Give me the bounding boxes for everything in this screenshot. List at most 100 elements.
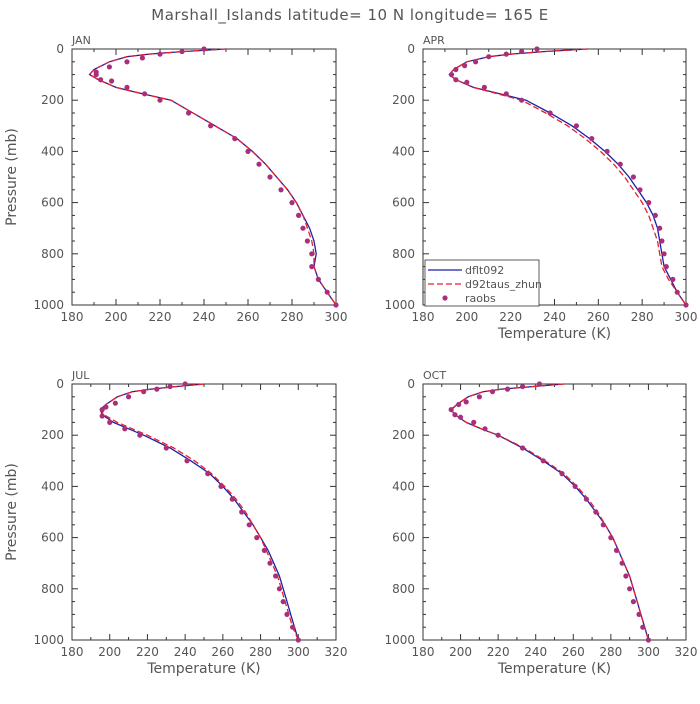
panel-label-jan: JAN [71,34,91,47]
raobs-point-oct [495,432,501,438]
x-axis-label: Temperature (K) [146,661,260,677]
raobs-point-apr [630,174,637,180]
raobs-point-jul [273,573,279,579]
raobs-point-apr [573,123,580,129]
x-tick-label: 220 [499,310,522,324]
raobs-point-jul [141,389,147,395]
raobs-point-oct [623,573,629,579]
raobs-point-jan [232,136,238,142]
raobs-point-jan [278,187,284,193]
raobs-point-apr [547,110,553,116]
panel-label-jul: JUL [71,369,90,382]
raobs-point-apr [657,225,663,231]
y-tick-label: 400 [41,479,64,493]
x-tick-label: 180 [412,310,435,324]
raobs-point-jan [309,264,315,270]
raobs-point-oct [504,386,511,392]
raobs-point-jul [246,522,252,528]
raobs-point-jul [112,400,118,406]
y-tick-label: 200 [392,428,415,442]
y-axis-label: Pressure (mb) [4,463,20,561]
raobs-point-jul [284,611,290,618]
x-tick-label: 240 [174,645,197,659]
panel-apr: APR 180 200 220 240 260 280 300 0 200 400 600 800 100… [384,34,697,342]
raobs-point-apr [462,63,468,69]
raobs-point-jan [309,251,315,257]
raobs-point-oct [630,599,637,605]
raobs-point-apr [604,148,610,154]
raobs-point-oct [619,560,625,566]
raobs-point-jul [295,637,301,643]
raobs-point-oct [540,458,546,464]
raobs-point-jan [157,97,163,103]
raobs-point-apr [663,264,669,270]
raobs-point-oct [613,547,620,554]
raobs-point-jan [300,225,306,231]
raobs-point-jan [124,84,130,90]
y-tick-label: 0 [407,42,415,56]
raobs-point-jul [137,432,143,438]
y-tick-label: 800 [41,582,64,596]
raobs-point-jan [98,77,104,83]
x-tick-label: 260 [211,645,234,659]
y-tick-label: 0 [56,42,64,56]
raobs-point-apr [448,72,455,78]
raobs-point-jul [254,535,260,541]
raobs-point-apr [617,161,623,167]
raobs-point-oct [489,389,496,395]
y-tick-label: 200 [41,93,64,107]
d92taus_zhun-line-jan [88,48,337,306]
raobs-point-oct [448,407,454,413]
raobs-point-apr [473,59,479,65]
raobs-point-jul [239,509,245,515]
x-tick-label: 260 [562,645,585,659]
x-tick-label: 320 [325,645,348,659]
legend-label-raobs: raobs [465,292,496,305]
x-tick-label: 220 [149,310,172,324]
raobs-point-apr [659,238,665,244]
x-tick-label: 300 [675,310,698,324]
x-tick-label: 180 [61,645,84,659]
raobs-point-apr [453,77,459,83]
raobs-point-jan [179,48,185,55]
raobs-point-jan [324,289,330,295]
x-tick-label: 180 [412,645,435,659]
raobs-point-jan [296,212,302,218]
raobs-point-oct [471,419,477,425]
raobs-point-apr [519,48,525,55]
raobs-point-apr [519,97,525,103]
panel-label-oct: OCT [423,369,446,382]
y-tick-label: 400 [392,144,415,158]
raobs-point-oct [600,522,606,528]
x-tick-label: 300 [287,645,310,659]
raobs-point-apr [481,84,487,90]
raobs-point-jul [103,404,109,410]
raobs-point-oct [640,624,646,630]
legend-label-d92taus_zhun: d92taus_zhun [465,278,542,291]
raobs-point-jan [124,59,130,65]
y-tick-label: 200 [41,428,64,442]
raobs-point-oct [636,611,642,618]
raobs-point-jan [142,91,148,97]
raobs-point-jul [167,383,173,390]
x-axis-label: Temperature (K) [497,326,611,342]
raobs-point-oct [559,471,565,477]
d92taus_zhun-line-oct [450,383,650,641]
y-tick-label: 0 [407,377,415,391]
raobs-point-jul [280,599,286,605]
raobs-point-jul [163,445,169,451]
raobs-point-jul [218,483,224,489]
raobs-point-oct [572,483,578,489]
d92taus_zhun-line-jul [99,383,299,641]
dflt092-line-jul [99,383,299,641]
raobs-point-apr [646,200,652,206]
raobs-point-jul [205,471,211,477]
y-tick-label: 1000 [384,633,415,647]
x-tick-label: 280 [599,645,622,659]
raobs-point-jul [267,560,273,566]
y-tick-label: 400 [392,479,415,493]
figure-title: Marshall_Islands latitude= 10 N longitud… [151,6,548,25]
raobs-point-jan [245,148,251,154]
y-tick-label: 1000 [33,298,64,312]
